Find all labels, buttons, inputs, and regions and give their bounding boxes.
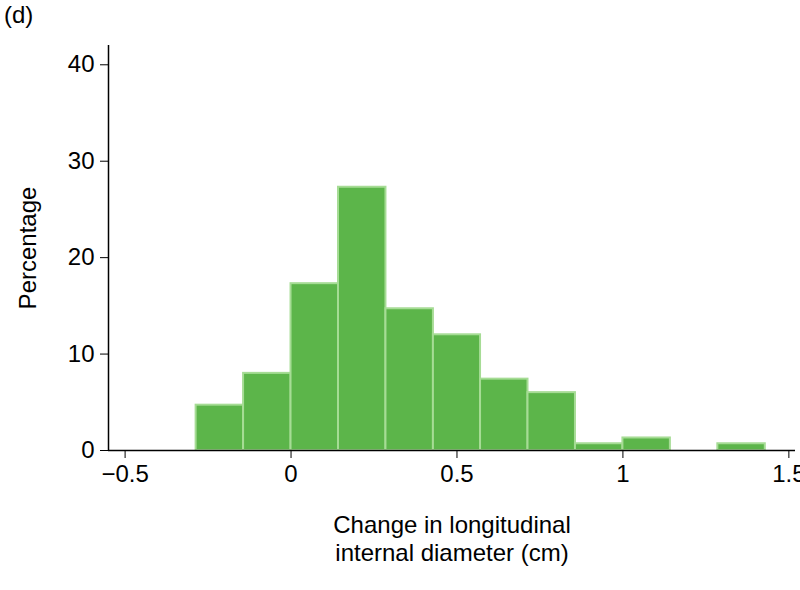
svg-text:10: 10 xyxy=(68,340,95,367)
svg-text:1.5: 1.5 xyxy=(772,460,800,487)
svg-text:Change in longitudinalinternal: Change in longitudinalinternal diameter … xyxy=(333,511,571,566)
svg-text:40: 40 xyxy=(68,50,95,77)
svg-text:0: 0 xyxy=(81,436,94,463)
svg-text:1: 1 xyxy=(616,460,629,487)
svg-text:−0.5: −0.5 xyxy=(101,460,148,487)
svg-text:20: 20 xyxy=(68,243,95,270)
svg-text:30: 30 xyxy=(68,147,95,174)
html-text:(d): (d) xyxy=(4,1,34,28)
svg-text:0.5: 0.5 xyxy=(440,460,473,487)
svg-text:Percentage: Percentage xyxy=(14,187,41,310)
svg-text:0: 0 xyxy=(284,460,297,487)
